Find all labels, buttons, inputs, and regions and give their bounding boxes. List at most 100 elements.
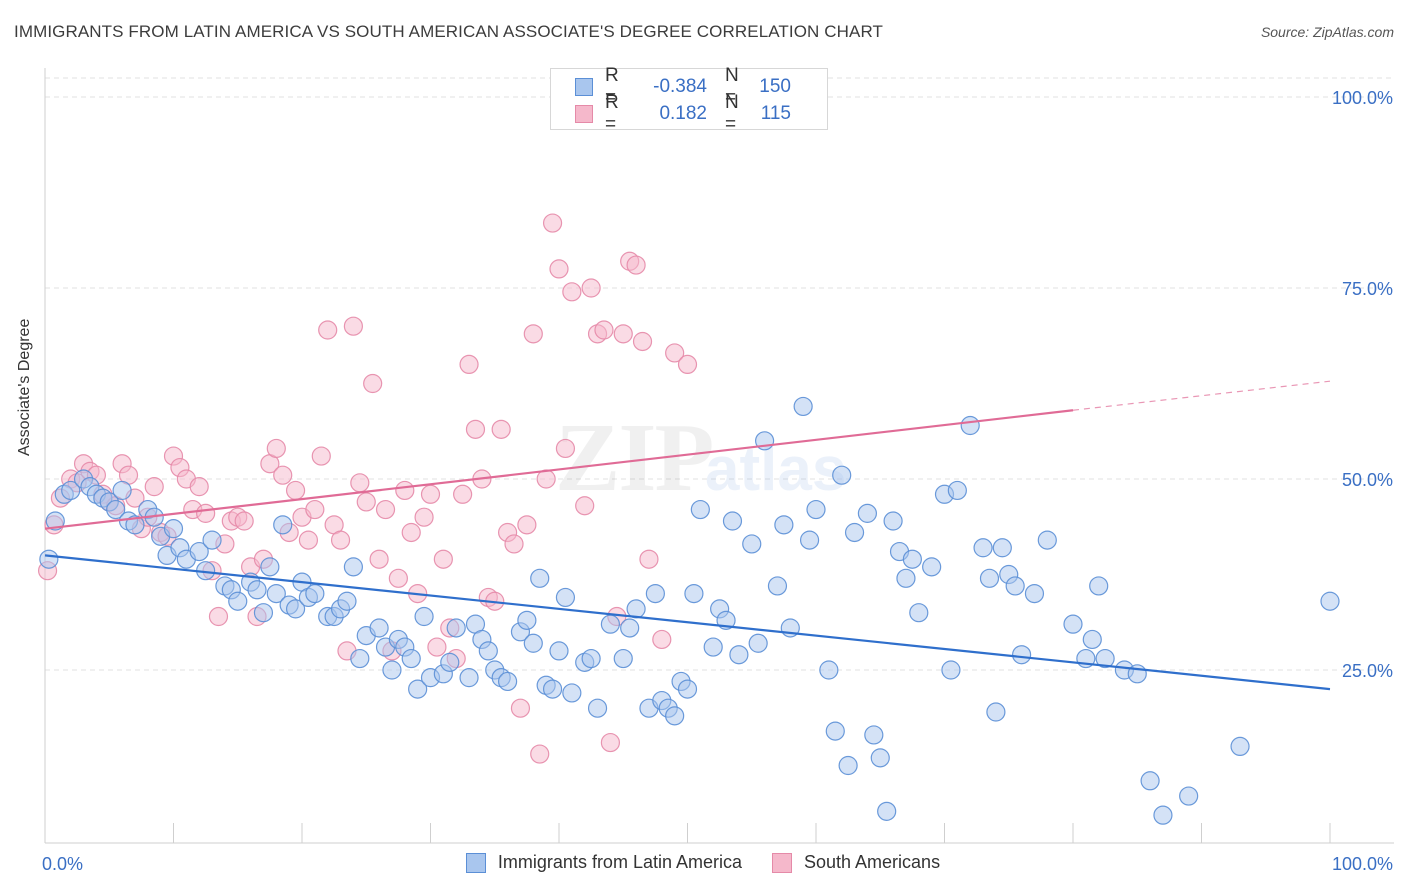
- r-value: -0.384: [653, 76, 707, 97]
- r-label: R =: [605, 92, 619, 135]
- pink-point: [459, 354, 479, 374]
- blue-point: [1024, 583, 1045, 604]
- pink-point: [343, 316, 363, 336]
- pink-point: [196, 503, 216, 523]
- pink-point: [504, 534, 524, 554]
- blue-point: [350, 648, 370, 669]
- pink-point: [369, 549, 389, 569]
- blue-point: [459, 668, 479, 688]
- y-tick-label: 75.0%: [1342, 279, 1393, 299]
- pink-point: [549, 259, 569, 279]
- blue-point: [729, 645, 749, 665]
- blue-point: [112, 480, 132, 501]
- pink-point: [298, 530, 319, 550]
- pink-point: [652, 629, 672, 650]
- blue-point: [542, 679, 563, 699]
- chart-title: IMMIGRANTS FROM LATIN AMERICA VS SOUTH A…: [14, 22, 884, 41]
- pink-point: [305, 499, 325, 520]
- blue-point: [600, 614, 621, 634]
- blue-point: [992, 538, 1012, 558]
- legend-swatch-blue: [465, 852, 486, 873]
- y-tick-label: 100.0%: [1332, 88, 1393, 108]
- blue-point: [677, 679, 698, 699]
- blue-point: [774, 515, 794, 535]
- r-label: R =: [605, 65, 619, 108]
- blue-point: [973, 538, 993, 558]
- pink-point: [208, 606, 229, 627]
- blue-point: [1140, 771, 1160, 791]
- correlation-legend: R = -0.384 N = 150 R = 0.182 N = 115: [550, 65, 828, 135]
- legend-label: Immigrants from Latin America: [497, 852, 742, 872]
- blue-point: [870, 748, 890, 768]
- blue-point: [253, 603, 274, 623]
- blue-point: [902, 549, 922, 569]
- axes: [44, 68, 1394, 844]
- pink-point: [639, 549, 659, 569]
- pink-point: [530, 744, 550, 764]
- blue-point: [947, 480, 967, 501]
- pink-point: [632, 331, 653, 352]
- blue-point: [703, 637, 723, 657]
- blue-point: [844, 522, 865, 543]
- blue-point: [1153, 805, 1173, 825]
- blue-point: [408, 679, 428, 699]
- pink-point: [523, 324, 543, 344]
- blue-point: [1320, 591, 1340, 611]
- blue-point: [260, 557, 280, 577]
- n-label: N =: [725, 65, 739, 108]
- legend-row-blue: R = -0.384 N = 150: [575, 65, 791, 108]
- blue-point: [228, 591, 248, 611]
- legend-label: South Americans: [804, 852, 941, 872]
- n-value: 115: [760, 103, 791, 124]
- blue-point: [414, 606, 434, 627]
- legend-swatch-pink: [772, 852, 792, 873]
- pink-point: [420, 484, 441, 504]
- pink-point: [594, 320, 614, 340]
- y-tick-label: 50.0%: [1342, 470, 1393, 490]
- blue-point: [799, 530, 820, 550]
- blue-point: [864, 725, 884, 745]
- n-label: N =: [725, 92, 739, 135]
- pink-point: [600, 732, 621, 753]
- pink-point: [427, 637, 447, 657]
- pink-point: [613, 324, 633, 344]
- blue-point: [478, 641, 498, 661]
- pink-point: [562, 282, 582, 302]
- blue-point: [613, 648, 633, 669]
- blue-point: [645, 583, 665, 604]
- blue-point: [922, 557, 942, 577]
- series-immigrants-latin-america: [39, 396, 1340, 825]
- x-tick-label: 0.0%: [42, 854, 83, 874]
- blue-point: [555, 587, 576, 608]
- blue-point: [285, 599, 306, 619]
- series-legend: Immigrants from Latin America South Amer…: [0, 852, 1406, 873]
- blue-point: [202, 530, 222, 550]
- blue-point: [562, 683, 582, 703]
- blue-point: [1082, 629, 1102, 650]
- blue-point: [742, 534, 762, 554]
- pink-point: [234, 511, 254, 531]
- x-tick-label: 100.0%: [1332, 854, 1393, 874]
- trend-lines: [44, 380, 1331, 691]
- pink-point: [395, 480, 415, 501]
- pink-point: [350, 473, 370, 493]
- blue-point: [125, 515, 145, 535]
- legend-row-pink: R = 0.182 N = 115: [575, 92, 791, 135]
- pink-point: [318, 320, 338, 340]
- pink-point: [356, 492, 376, 512]
- pink-point: [665, 343, 685, 363]
- n-value: 150: [759, 76, 791, 97]
- blue-point: [1011, 645, 1032, 665]
- blue-point: [61, 480, 81, 501]
- pink-point: [363, 373, 383, 394]
- blue-point: [517, 610, 537, 630]
- blue-point: [549, 641, 569, 661]
- blue-point: [1063, 614, 1083, 634]
- pink-point: [581, 278, 601, 298]
- blue-point: [941, 660, 961, 680]
- blue-point: [343, 557, 363, 577]
- legend-swatch-pink: [575, 105, 593, 123]
- blue-point: [369, 618, 389, 638]
- blue-point: [1179, 786, 1199, 806]
